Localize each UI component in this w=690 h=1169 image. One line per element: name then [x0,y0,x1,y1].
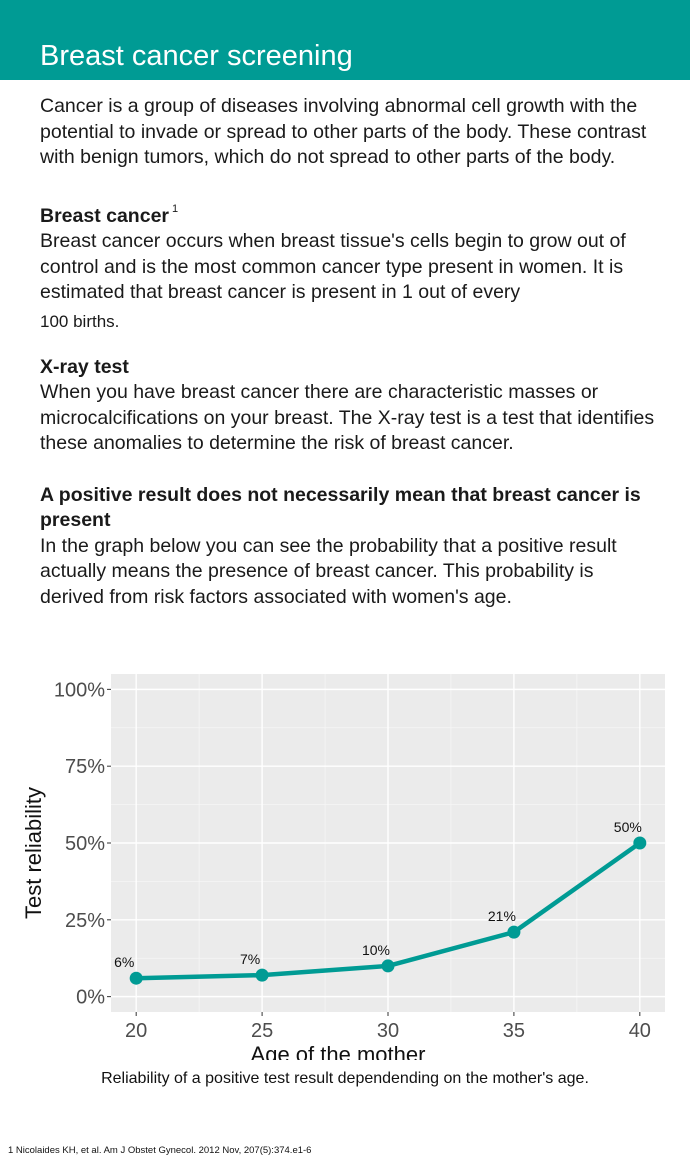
y-tick-label: 25% [65,910,105,932]
section-xray: X-ray test When you have breast cancer t… [40,355,660,457]
x-tick-label: 25 [251,1020,273,1042]
page-title: Breast cancer screening [40,40,353,72]
section-body: Breast cancer occurs when breast tissue'… [40,230,626,303]
section-heading: Breast cancer 1 [40,197,660,230]
data-label: 21% [488,908,516,924]
data-point [507,925,521,939]
data-label: 7% [240,951,260,967]
section-body: In the graph below you can see the proba… [40,534,617,608]
reliability-chart: 0% 25% 50% 75% 100% 20 25 30 35 40 6% 7% 10% 21% 50% Ag… [0,660,690,1100]
footnote-ref: 1 [172,202,179,215]
section-body: When you have breast cancer there are ch… [40,381,655,454]
intro-paragraph: Cancer is a group of diseases involving … [40,95,647,168]
data-point [129,971,143,985]
x-tick-label: 40 [629,1020,651,1042]
section-breast-cancer: Breast cancer 1 Breast cancer occurs when… [40,197,660,337]
y-tick-label: 75% [65,756,105,778]
data-label: 50% [614,819,642,835]
chart-caption: Reliability of a positive test result de… [101,1070,589,1087]
section-heading: X-ray test [40,355,129,378]
y-axis-title: Test reliability [21,787,46,919]
section-positive-result: A positive result does not necessarily m… [40,483,660,611]
x-tick-label: 30 [377,1020,399,1042]
section-heading: A positive result does not necessarily m… [40,483,641,532]
x-tick-label: 20 [125,1020,147,1042]
data-point [633,836,647,850]
y-tick-label: 100% [54,679,105,701]
footnote: 1 Nicolaides KH, et al. Am J Obstet Gyne… [8,1145,312,1156]
article-content: Cancer is a group of diseases involving … [40,94,660,610]
data-point [381,959,395,973]
data-point [255,968,269,982]
y-tick-label: 0% [76,987,105,1009]
section-heading-text: Breast cancer [40,204,169,227]
data-label: 6% [114,954,134,970]
header-bar: Breast cancer screening [0,0,690,80]
section-body-tail: 100 births. [40,311,120,331]
chart-svg: 0% 25% 50% 75% 100% 20 25 30 35 40 6% 7% 10% 21% 50% Ag… [21,674,665,1060]
x-axis-title: Age of the mother [251,1042,426,1060]
x-tick-label: 35 [503,1020,525,1042]
y-tick-label: 50% [65,833,105,855]
data-label: 10% [362,942,390,958]
